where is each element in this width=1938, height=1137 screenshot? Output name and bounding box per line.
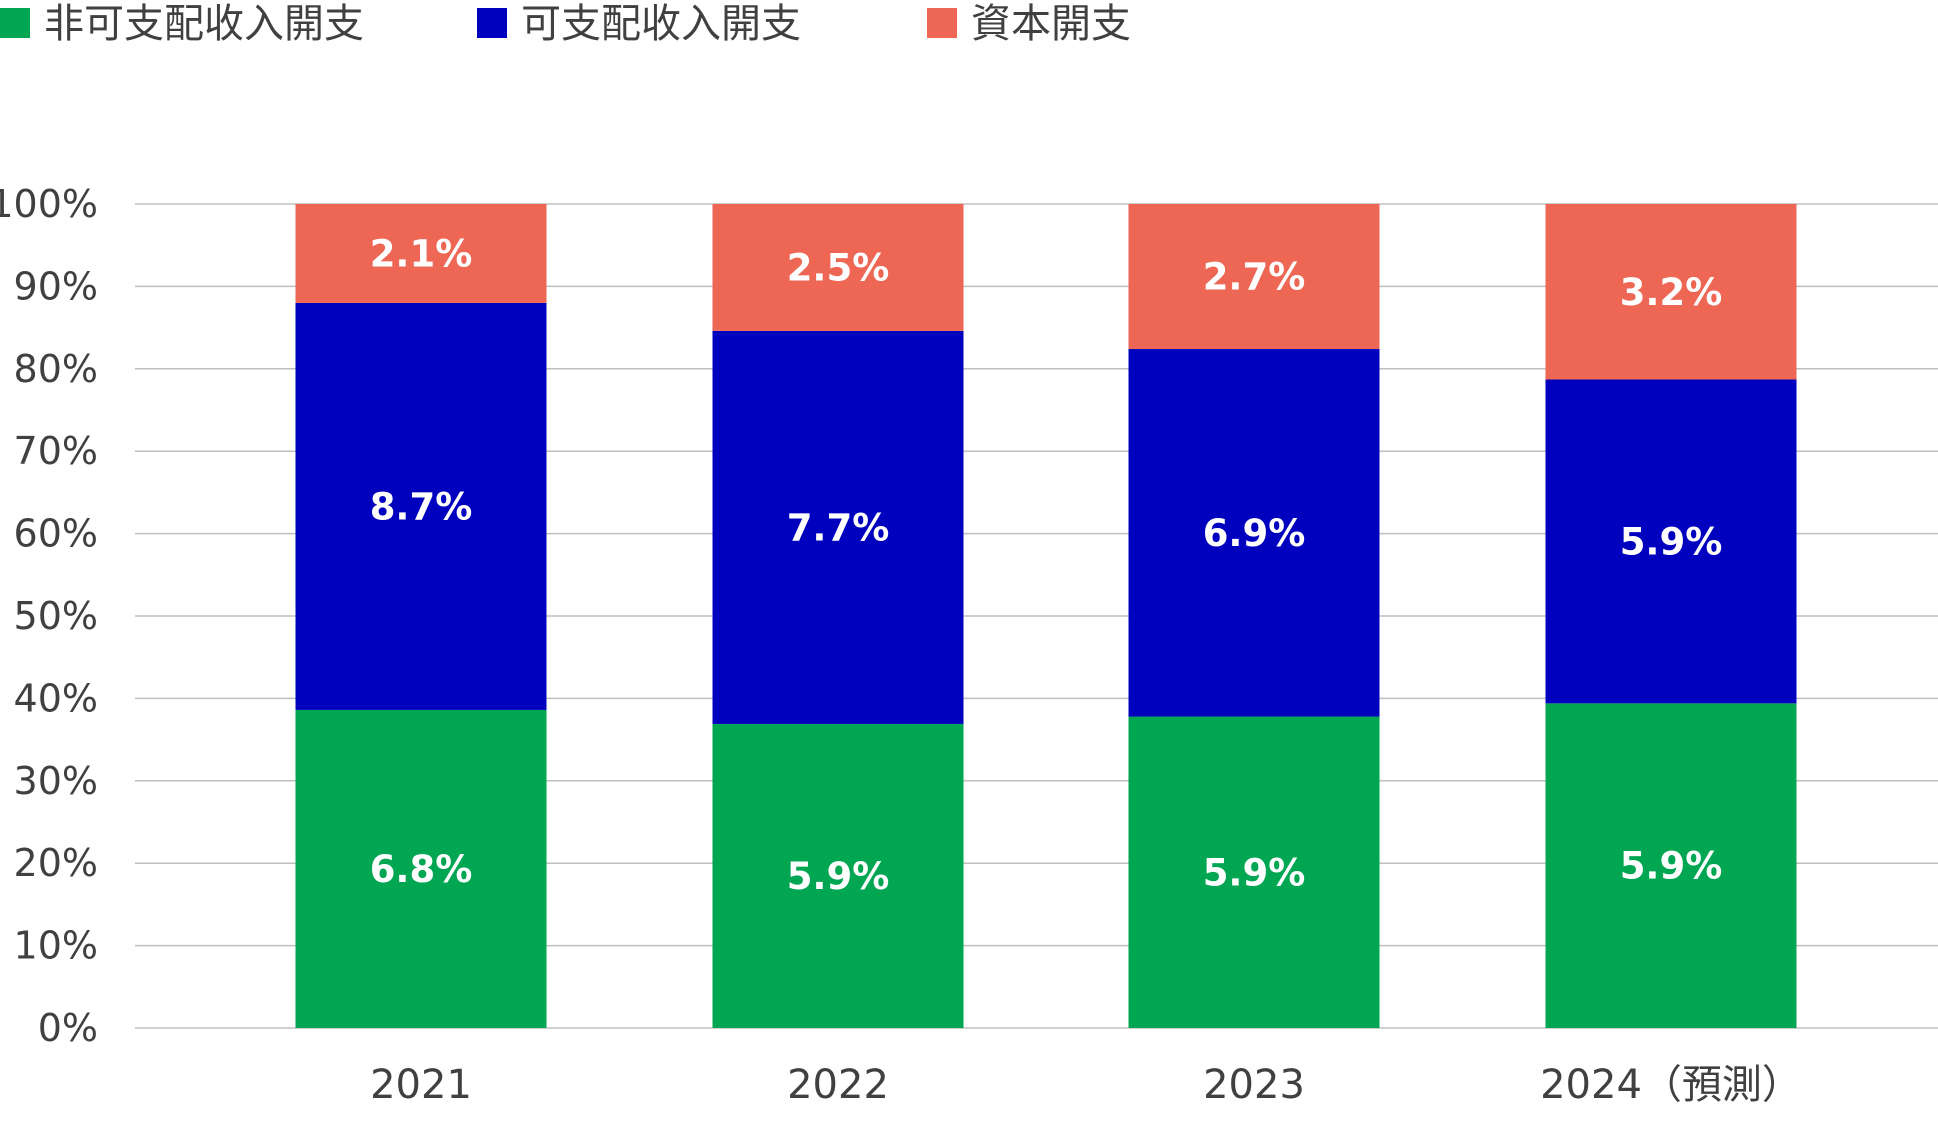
- bar-segment: [1128, 349, 1380, 717]
- bar-segment: [712, 204, 964, 331]
- bar-segment: [712, 330, 964, 724]
- legend-label: 非可支配收入開支: [44, 1, 364, 47]
- bar-segment: [1128, 716, 1380, 1028]
- data-label: 5.9%: [787, 855, 890, 898]
- data-label: 7.7%: [787, 506, 890, 549]
- y-tick-label: 30%: [14, 759, 98, 803]
- legend-swatch: [0, 8, 30, 38]
- y-tick-label: 20%: [14, 841, 98, 885]
- bars: 6.8% 8.7% 2.1% 5.9% 7.7% 2.5% 5.9% 6.9% 2.7% 5.9%…: [295, 204, 1797, 1028]
- x-tick-label: 2022: [787, 1062, 889, 1108]
- bar-segment: [712, 723, 964, 1028]
- data-label: 6.8%: [370, 848, 473, 891]
- data-label: 2.5%: [787, 246, 890, 289]
- bar-segment: [1545, 379, 1797, 704]
- bar-segment: [295, 709, 547, 1028]
- data-label: 3.2%: [1620, 271, 1723, 314]
- y-tick-label: 50%: [14, 594, 98, 638]
- y-tick-label: 100%: [0, 182, 98, 226]
- x-tick-label: 2024（預測）: [1540, 1062, 1802, 1108]
- legend-swatch: [927, 8, 957, 38]
- y-axis: 0% 10% 20% 30% 40% 50% 60% 70% 80% 90% 100%: [0, 182, 98, 1050]
- data-label: 5.9%: [1620, 845, 1723, 888]
- bar-segment: [1545, 703, 1797, 1028]
- legend: 非可支配收入開支 可支配收入開支 資本開支: [0, 1, 1131, 47]
- y-tick-label: 80%: [14, 347, 98, 391]
- data-label: 2.7%: [1203, 256, 1306, 299]
- data-label: 2.1%: [370, 232, 473, 275]
- data-label: 5.9%: [1620, 520, 1723, 563]
- bar-segment: [1128, 204, 1380, 350]
- bar-segment: [1545, 204, 1797, 380]
- y-tick-label: 70%: [14, 429, 98, 473]
- y-tick-label: 10%: [14, 924, 98, 968]
- bar-segment: [295, 302, 547, 710]
- y-tick-label: 0%: [38, 1006, 98, 1050]
- y-tick-label: 40%: [14, 676, 98, 720]
- data-label: 6.9%: [1203, 512, 1306, 555]
- bar-segment: [295, 204, 547, 303]
- data-label: 5.9%: [1203, 851, 1306, 894]
- y-tick-label: 90%: [14, 264, 98, 308]
- y-tick-label: 60%: [14, 512, 98, 556]
- x-tick-label: 2021: [370, 1062, 472, 1108]
- x-axis: 2021 2022 2023 2024（預測）: [370, 1062, 1802, 1108]
- data-label: 8.7%: [370, 485, 473, 528]
- legend-label: 可支配收入開支: [521, 1, 801, 47]
- legend-swatch: [477, 8, 507, 38]
- legend-label: 資本開支: [971, 1, 1131, 47]
- x-tick-label: 2023: [1203, 1062, 1305, 1108]
